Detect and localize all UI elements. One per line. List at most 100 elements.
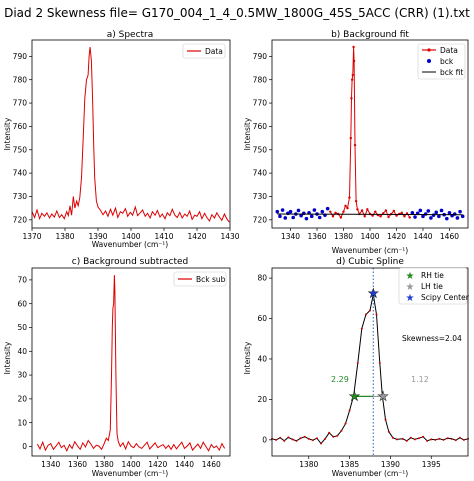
spline-point (391, 436, 394, 439)
spline-point (328, 431, 331, 434)
spline-point (352, 394, 355, 397)
panel-b-frame (271, 39, 469, 229)
data-point (363, 215, 366, 218)
spline-point (348, 409, 351, 412)
y-tick-label: 760 (13, 122, 28, 131)
spline-point (320, 442, 322, 445)
bck-point (291, 215, 295, 220)
panel-a-ylabel: Intensity (3, 117, 12, 150)
panel-d-frame (271, 267, 469, 457)
panel-a-plot-area (31, 46, 230, 223)
spline-point (332, 435, 335, 438)
data-point (352, 59, 356, 63)
bck-point (447, 211, 452, 215)
data-point (352, 45, 355, 49)
spline-point (283, 439, 286, 442)
spline-point (446, 437, 449, 440)
data-point (395, 214, 398, 217)
spline-point (303, 435, 306, 438)
y-tick-label: 0 (262, 435, 267, 444)
x-tick-label: 1400 (360, 232, 379, 241)
spline-point (344, 422, 347, 425)
x-tick-label: 1410 (154, 232, 173, 241)
panel-b-ticks: 1340 1360 1380 1400 1420 1440 1460 720 730 740 750… (253, 52, 460, 241)
bck-point (418, 208, 423, 213)
y-tick-label: 760 (253, 122, 268, 131)
spline-point (413, 438, 416, 441)
y-tick-label: 70 (17, 275, 27, 284)
data-point (374, 210, 377, 213)
legend-bcksub-label: Bck sub (196, 275, 226, 284)
panel-d-xlabel: Wavenumber (cm⁻¹) (332, 469, 409, 478)
spline-point (454, 439, 457, 442)
bck-point (309, 214, 314, 219)
data-point (334, 211, 337, 215)
legend-bck-marker (427, 59, 431, 63)
y-tick-label: 60 (257, 314, 267, 323)
bck-fit-line (277, 213, 463, 216)
data-point (382, 212, 385, 215)
data-point (392, 209, 396, 213)
spline-point (311, 439, 314, 442)
panel-c-ylabel: Intensity (3, 341, 12, 374)
y-tick-label: 770 (13, 99, 28, 108)
x-tick-label: 1395 (422, 460, 441, 469)
y-tick-label: 20 (17, 394, 27, 403)
legend-lh-star: ★ (406, 282, 415, 293)
data-point (331, 215, 335, 218)
bck-point (439, 208, 444, 213)
legend-center-star: ★ (406, 293, 415, 304)
panel-b-ylabel: Intensity (243, 117, 252, 150)
spline-point (418, 437, 420, 440)
y-tick-label: 20 (257, 395, 267, 404)
x-tick-label: 1440 (175, 460, 194, 469)
bck-point (437, 214, 441, 219)
bck-point (275, 209, 280, 214)
spline-point (279, 436, 282, 439)
spline-point (295, 439, 298, 442)
bck-point (320, 209, 325, 214)
spline-point (291, 438, 294, 441)
bck-point (455, 216, 460, 220)
panel-c-background-subtracted: c) Background subtracted Wavenumber (cm⁻… (3, 257, 231, 478)
data-point (408, 216, 411, 219)
data-point (348, 196, 351, 199)
y-tick-label: 780 (253, 75, 268, 84)
data-point (353, 143, 357, 147)
y-tick-label: 50 (17, 323, 27, 332)
left-width-annotation: 2.29 (331, 375, 349, 384)
y-tick-label: 720 (13, 215, 28, 224)
y-tick-label: 790 (253, 52, 268, 61)
data-point (379, 215, 382, 218)
center-marker: ★ (367, 286, 379, 301)
panel-d-legend: ★ RH tie ★ LH tie ★ Scipy Center (398, 267, 470, 305)
x-tick-label: 1420 (148, 460, 167, 469)
spline-point (458, 436, 461, 439)
bck-point (452, 212, 457, 216)
spline-point (430, 438, 433, 441)
x-tick-label: 1460 (440, 232, 459, 241)
x-tick-label: 1390 (381, 460, 400, 469)
data-point (329, 210, 332, 213)
legend-center-label: Scipy Center (421, 293, 470, 302)
x-tick-label: 1390 (88, 232, 107, 241)
panel-b-title: b) Background fit (331, 30, 409, 40)
y-tick-label: 750 (13, 145, 28, 154)
spline-point (336, 434, 339, 437)
spline-point (369, 309, 371, 312)
data-point (344, 204, 347, 208)
y-tick-label: 740 (13, 169, 28, 178)
panel-b-plot-area (275, 45, 465, 221)
x-tick-label: 1360 (68, 460, 87, 469)
bck-point (445, 216, 449, 221)
panel-d-plot-area: ★ ★★ (271, 268, 469, 456)
bck-point (423, 212, 428, 216)
y-tick-label: 750 (253, 145, 268, 154)
bck-point (434, 210, 439, 215)
series-line-data (31, 46, 230, 223)
bck-point (413, 215, 417, 219)
y-tick-label: 30 (17, 371, 27, 380)
y-tick-label: 730 (253, 192, 268, 201)
bck-point (304, 216, 309, 221)
x-tick-label: 1340 (41, 460, 60, 469)
